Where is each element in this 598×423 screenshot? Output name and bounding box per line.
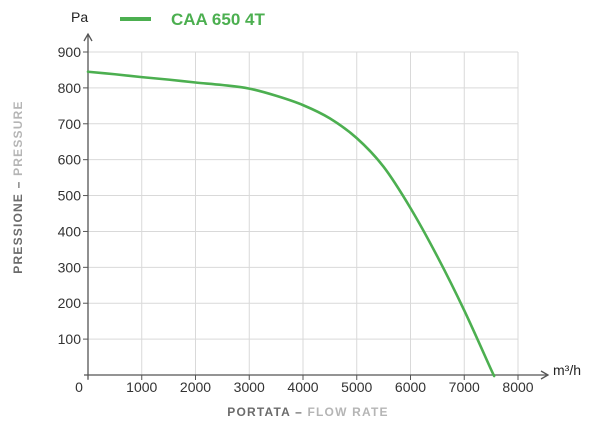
- y-axis-arrow: [83, 32, 93, 42]
- series-line-0: [86, 70, 496, 378]
- x-tick-label: 4000: [287, 379, 318, 395]
- legend-label: CAA 650 4T: [171, 10, 265, 29]
- y-axis-title: PRESSIONE – PRESSURE: [11, 100, 25, 273]
- y-tick-label: 400: [58, 223, 82, 239]
- y-tick-label: 500: [58, 188, 82, 204]
- x-axis-title-sub: FLOW RATE: [308, 405, 389, 419]
- x-tick-label: 1000: [126, 379, 157, 395]
- y-tick-label: 700: [58, 116, 82, 132]
- x-tick-label: 2000: [180, 379, 211, 395]
- y-tick-label: 200: [58, 295, 82, 311]
- x-axis-title: PORTATA – FLOW RATE: [227, 405, 388, 419]
- x-tick-label: 6000: [395, 379, 426, 395]
- y-tick-label: 300: [58, 259, 82, 275]
- x-tick-label: 5000: [341, 379, 372, 395]
- y-tick-label: 900: [58, 44, 82, 60]
- x-tick-label: 0: [75, 379, 83, 395]
- y-unit-label: Pa: [71, 9, 88, 25]
- x-tick-label: 8000: [502, 379, 533, 395]
- y-tick-labels: 100 200 300 400 500 600 700 800 900: [58, 44, 82, 347]
- x-axis-title-main: PORTATA: [227, 405, 290, 419]
- x-tick-label: 3000: [234, 379, 265, 395]
- axes: [83, 32, 550, 380]
- y-axis-title-sub: PRESSURE: [11, 100, 25, 176]
- x-tick-label: 7000: [449, 379, 480, 395]
- x-axis-title-separator: –: [291, 405, 308, 419]
- x-unit-label: m³/h: [553, 362, 581, 378]
- y-axis-title-main: PRESSIONE: [11, 193, 25, 274]
- x-tick-labels: 0 1000 2000 3000 4000 5000 6000 7000 8000: [75, 379, 534, 395]
- y-tick-label: 800: [58, 80, 82, 96]
- y-tick-label: 100: [58, 331, 82, 347]
- grid: [88, 51, 519, 375]
- y-tick-label: 600: [58, 152, 82, 168]
- legend: CAA 650 4T: [120, 10, 265, 29]
- x-axis-arrow: [540, 370, 550, 380]
- y-axis-title-separator: –: [11, 176, 25, 193]
- series-layer: [86, 70, 496, 378]
